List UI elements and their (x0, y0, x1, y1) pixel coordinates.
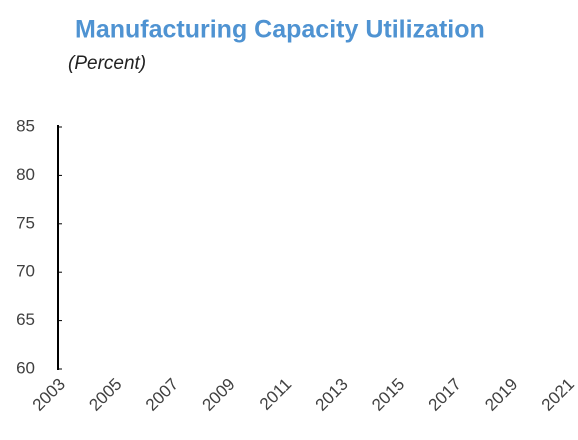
y-tick-label: 65 (16, 310, 35, 329)
x-tick-label: 2009 (198, 375, 238, 415)
y-tick-label: 75 (16, 213, 35, 232)
x-tick-label: 2015 (368, 375, 408, 415)
x-tick-label: 2003 (29, 375, 69, 415)
x-tick-label: 2007 (142, 375, 182, 415)
x-tick-label: 2011 (256, 375, 295, 414)
chart-subtitle: (Percent) (68, 53, 146, 74)
x-tick-label: 2005 (85, 375, 125, 415)
x-tick-label: 2017 (425, 375, 465, 415)
y-tick-label: 80 (16, 165, 35, 184)
y-tick-label: 70 (16, 262, 35, 281)
y-tick-label: 85 (16, 116, 35, 135)
x-tick-label: 2021 (538, 375, 578, 415)
x-tick-label: 2019 (481, 375, 521, 415)
x-tick-label: 2013 (312, 375, 352, 415)
chart-title: Manufacturing Capacity Utilization (75, 16, 485, 44)
y-tick-label: 60 (16, 358, 35, 377)
